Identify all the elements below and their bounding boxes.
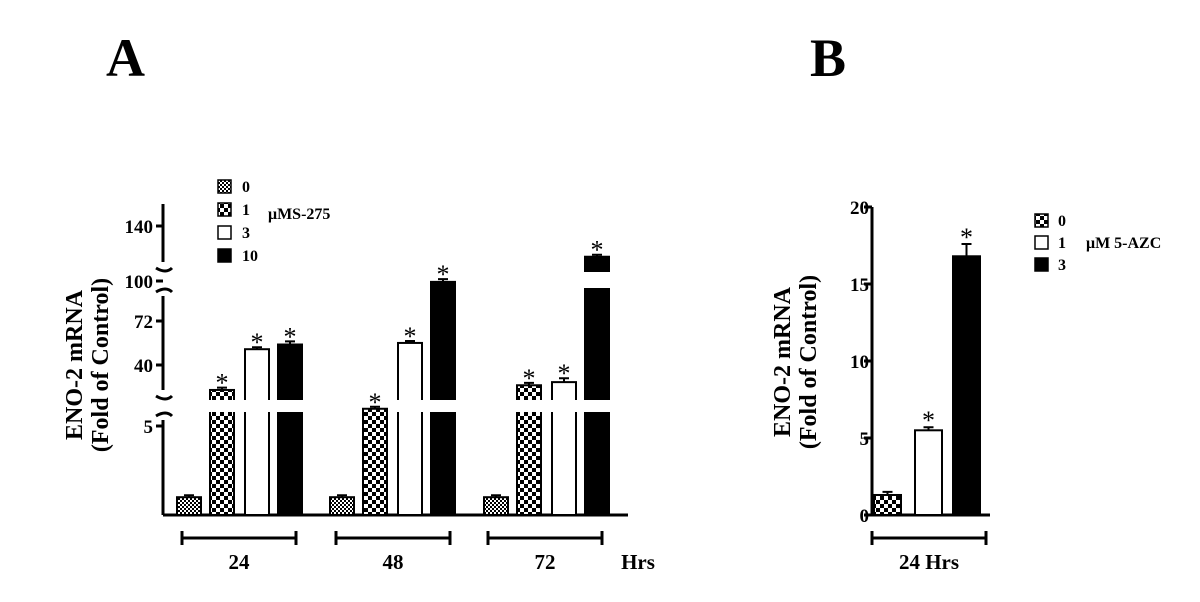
chart-a-bar-break-24-1-1: [208, 400, 236, 412]
chart-a-ylabel-line1: ENO-2 mRNA: [62, 289, 88, 440]
chart-b-ytick-label-10: 10: [850, 352, 869, 373]
chart-b-errorbar-3: [961, 242, 972, 257]
legend-b-label-3: 3: [1058, 257, 1066, 274]
chart-a-errorbar-72-3: [559, 377, 569, 383]
chart-b-ytick-label-5: 5: [860, 429, 870, 450]
legend-a-swatch-10: [217, 248, 232, 263]
chart-a-bar-48-10: [430, 280, 456, 516]
chart-a-bracket-24: [180, 531, 298, 545]
chart-b-errorbar-1: [923, 426, 934, 431]
chart-a-significance-72-1: *: [523, 364, 536, 393]
chart-b-bars: **: [873, 223, 981, 517]
chart-a: ENO-2 mRNA (Fold of Control) 140 100 72 …: [62, 179, 655, 574]
chart-a-ytick-label-5: 5: [144, 417, 154, 438]
chart-a-bar-break-72-3-1: [550, 400, 578, 412]
legend-a-label-0: 0: [242, 179, 250, 196]
chart-a-ytick-label-72: 72: [134, 312, 153, 333]
legend-a-label-10: 10: [242, 248, 258, 265]
chart-a-bar-24-10: [277, 343, 303, 517]
chart-b-ytick-label-20: 20: [850, 198, 869, 219]
chart-a-bars: * * * * * * * * *: [176, 236, 611, 517]
chart-a-errorbar-72-0: [491, 494, 501, 498]
chart-b-ytick-label-15: 15: [850, 275, 869, 296]
chart-a-errorbar-48-10: [438, 278, 448, 282]
chart-b-category: 24 Hrs: [899, 550, 959, 574]
chart-b-bracket: [870, 531, 988, 545]
chart-a-bar-break-24-3-1: [243, 400, 271, 412]
legend-b-swatch-0: [1034, 213, 1049, 228]
chart-a-xlabel: Hrs: [621, 550, 655, 574]
chart-a-errorbar-48-1: [370, 405, 380, 409]
chart-a-significance-24-1: *: [216, 369, 229, 398]
chart-a-ytick-label-140: 140: [125, 217, 154, 238]
chart-a-bracket-48: [334, 531, 452, 545]
panel-label-b: B: [810, 28, 846, 88]
chart-a-bar-break-48-3-1: [396, 400, 424, 412]
chart-a-category-24: 24: [229, 550, 251, 574]
chart-a-errorbar-24-3: [252, 346, 262, 350]
chart-a-bar-break-48-10-1: [429, 400, 457, 412]
chart-a-significance-72-10: *: [591, 236, 604, 265]
chart-b-bar-0: [873, 493, 902, 517]
chart-b-bar-3: [952, 255, 981, 516]
chart-a-errorbar-72-1: [524, 381, 534, 386]
chart-a-bar-72-10: [584, 255, 610, 516]
chart-a-bar-72-0: [483, 496, 509, 517]
chart-a-significance-72-3: *: [558, 359, 571, 388]
chart-a-errorbar-72-10: [592, 253, 602, 257]
legend-b-label-1: 1: [1058, 235, 1066, 252]
chart-b-ylabel-line2: (Fold of Control): [796, 275, 822, 449]
chart-b-legend: 0 1 3 μM 5-AZC: [1034, 213, 1161, 274]
chart-a-bar-break-72-1-1: [515, 400, 543, 412]
chart-a-bracket-72: [486, 531, 604, 545]
chart-a-ytick-label-40: 40: [134, 356, 153, 377]
legend-a-label-3: 3: [242, 225, 250, 242]
chart-a-category-48: 48: [383, 550, 404, 574]
chart-a-ytick-label-100: 100: [125, 272, 154, 293]
legend-b-title: μM 5-AZC: [1086, 235, 1161, 252]
chart-b-ylabel-line1: ENO-2 mRNA: [770, 286, 796, 437]
chart-a-significance-48-10: *: [437, 260, 450, 289]
chart-a-significance-24-10: *: [284, 322, 297, 351]
legend-a-label-1: 1: [242, 202, 250, 219]
legend-a-swatch-3: [217, 225, 232, 240]
legend-b-swatch-1: [1034, 235, 1049, 250]
chart-a-bar-48-0: [329, 496, 355, 517]
legend-a-swatch-1: [217, 202, 232, 217]
chart-a-bar-24-0: [176, 496, 202, 517]
chart-a-axis-break-1: [155, 266, 174, 294]
chart-a-bar-break-72-10-0: [583, 272, 611, 288]
chart-b-bar-1: [914, 429, 943, 516]
chart-b-significance-3: *: [960, 223, 973, 252]
chart-a-significance-24-3: *: [251, 328, 264, 357]
chart-a-errorbar-24-10: [285, 340, 295, 345]
legend-b-label-0: 0: [1058, 213, 1066, 230]
chart-b-significance-1: *: [922, 406, 935, 435]
chart-a-significance-48-3: *: [404, 322, 417, 351]
chart-a-errorbar-24-1: [217, 386, 227, 390]
chart-a-bar-48-1: [362, 407, 388, 517]
legend-a-title: μMS-275: [268, 206, 330, 223]
chart-a-bar-break-24-10-1: [276, 400, 304, 412]
chart-a-axis-break-2: [155, 394, 174, 418]
chart-a-bar-24-3: [244, 348, 270, 516]
panel-label-a: A: [106, 28, 145, 88]
chart-a-errorbar-24-0: [184, 494, 194, 498]
chart-a-bar-48-3: [397, 341, 423, 517]
legend-b-swatch-3: [1034, 257, 1049, 272]
chart-b-errorbar-0: [882, 490, 893, 495]
chart-a-significance-48-1: *: [369, 388, 382, 417]
chart-a-errorbar-48-0: [337, 494, 347, 498]
legend-a-swatch-0: [217, 179, 232, 194]
chart-a-category-72: 72: [535, 550, 556, 574]
chart-a-legend: 0 1 3 10 μMS-275: [217, 179, 330, 265]
chart-a-errorbar-48-3: [405, 339, 415, 343]
chart-b-ytick-label-0: 0: [860, 506, 870, 527]
chart-a-ylabel-line2: (Fold of Control): [88, 278, 114, 452]
chart-a-bar-break-72-10-1: [583, 400, 611, 412]
